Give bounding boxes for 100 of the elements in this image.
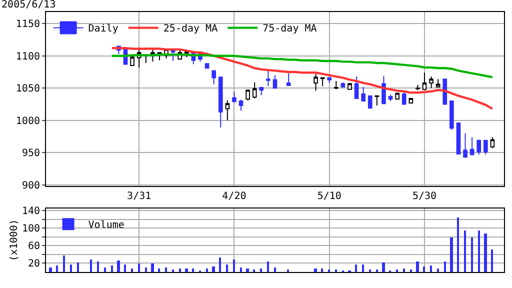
- bar: [430, 265, 432, 272]
- candlestick: [436, 78, 440, 88]
- candlestick: [388, 94, 393, 102]
- bar: [484, 233, 487, 272]
- bar: [437, 268, 439, 272]
- chart-title: 2005/6/13: [2, 0, 56, 11]
- bar: [158, 268, 160, 272]
- bar: [321, 268, 323, 272]
- y-tick-label: 100: [22, 224, 40, 235]
- line-series: [110, 47, 494, 110]
- x-tick-label: 4/20: [222, 191, 246, 202]
- candlestick: [361, 86, 366, 102]
- bar: [90, 259, 92, 272]
- y-tick-label: 900: [22, 180, 40, 192]
- x-tick-label: 5/30: [412, 191, 437, 202]
- legend-label: 75-day MA: [262, 24, 317, 35]
- y-tick-label: 1100: [16, 51, 40, 62]
- candlestick: [463, 132, 468, 158]
- bar: [63, 255, 65, 272]
- bar: [151, 263, 154, 272]
- bar: [416, 261, 419, 272]
- bar: [49, 267, 52, 272]
- bar: [172, 269, 174, 272]
- y-tick-label: 950: [22, 148, 40, 160]
- candlestick: [416, 84, 420, 91]
- candlestick: [422, 72, 427, 90]
- bar: [165, 267, 167, 272]
- y-tick-label: 1050: [16, 84, 40, 95]
- legend-label: Daily: [88, 24, 118, 35]
- candlestick: [340, 82, 346, 88]
- candlestick: [442, 78, 448, 105]
- bar: [444, 261, 446, 272]
- bar: [410, 269, 412, 272]
- x-tick-label: 3/31: [127, 191, 152, 202]
- candlestick: [204, 63, 210, 69]
- bar: [131, 268, 133, 272]
- candlestick: [314, 73, 318, 92]
- candlestick: [395, 92, 400, 100]
- bar: [185, 268, 188, 272]
- bar: [192, 268, 194, 272]
- x-tick-label: 5/10: [317, 191, 342, 202]
- candlestick: [130, 56, 134, 66]
- bar: [403, 268, 405, 272]
- bar: [219, 257, 221, 272]
- legend-label: Volume: [88, 220, 124, 231]
- candlestick: [170, 48, 176, 62]
- y-tick-label: 1150: [16, 19, 40, 30]
- bar: [478, 230, 480, 272]
- bar: [457, 217, 459, 272]
- bar: [362, 264, 364, 272]
- candlestick: [470, 136, 474, 156]
- candlestick: [232, 92, 236, 102]
- candlestick: [327, 77, 332, 84]
- candlestick: [348, 82, 352, 90]
- bar: [287, 269, 289, 272]
- candlestick: [429, 76, 434, 89]
- bar: [396, 269, 398, 272]
- bar: [77, 262, 79, 272]
- bar: [56, 265, 58, 272]
- bar: [253, 269, 255, 272]
- candlestick: [225, 100, 230, 121]
- bar: [97, 261, 99, 272]
- bar: [240, 267, 242, 272]
- bar: [491, 249, 493, 272]
- candlestick: [368, 95, 372, 109]
- y-axis-title: (x1000): [8, 219, 20, 262]
- bar: [423, 266, 425, 272]
- bar: [111, 265, 113, 272]
- candlestick: [212, 70, 216, 85]
- candlestick: [483, 140, 488, 156]
- candlestick: [408, 98, 414, 104]
- candlestick: [456, 122, 461, 156]
- bar: [226, 264, 228, 272]
- bar: [124, 264, 126, 272]
- y-tick-label: 1000: [16, 116, 40, 127]
- candlestick: [286, 72, 291, 86]
- legend-label: 25-day MA: [163, 24, 218, 35]
- bar: [464, 230, 466, 272]
- bar: [138, 263, 140, 272]
- bar: [314, 268, 317, 272]
- bar: [267, 261, 269, 272]
- bar: [212, 266, 215, 272]
- bar: [117, 260, 120, 272]
- bar: [450, 237, 453, 272]
- bar: [206, 268, 208, 272]
- bar: [145, 267, 147, 272]
- candlestick: [354, 76, 359, 99]
- line-series: [110, 53, 494, 78]
- bar: [369, 269, 371, 272]
- candlestick: [252, 82, 257, 99]
- candlestick: [476, 139, 482, 156]
- bar: [376, 269, 378, 272]
- y-tick-label: 20: [28, 258, 40, 270]
- candlestick: [238, 99, 244, 112]
- candlestick: [246, 90, 250, 101]
- candlestick: [402, 92, 406, 105]
- bar: [104, 267, 106, 272]
- bar: [260, 268, 262, 272]
- bar: [233, 259, 235, 272]
- bar: [471, 237, 473, 272]
